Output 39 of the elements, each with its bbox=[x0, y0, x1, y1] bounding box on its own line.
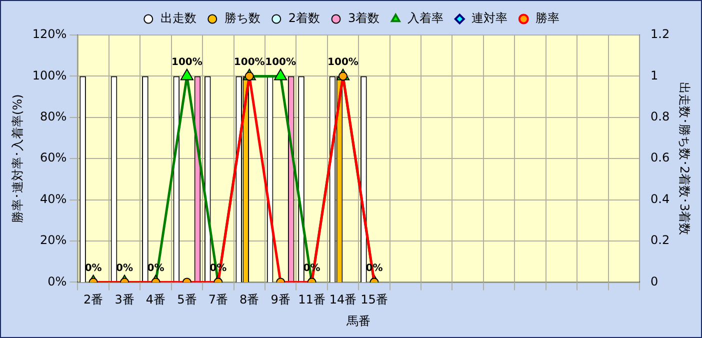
x-tick-label: 7番 bbox=[208, 292, 228, 307]
y2-tick-label: 1.2 bbox=[650, 27, 670, 42]
data-label: 100% bbox=[265, 56, 296, 68]
y-tick-label: 20% bbox=[40, 233, 67, 248]
legend-label: 2着数 bbox=[288, 11, 320, 26]
y-tick-label: 100% bbox=[32, 68, 67, 82]
y-tick-label: 0% bbox=[48, 274, 67, 288]
x-tick-label: 8番 bbox=[240, 292, 260, 307]
x-tick-label: 14番 bbox=[329, 292, 357, 307]
legend-label: 3着数 bbox=[348, 11, 380, 26]
legend-label: 入着率 bbox=[408, 11, 444, 26]
y-axis-title: 勝率･連対率･入着率(%) bbox=[10, 94, 24, 223]
x-tick-label: 5番 bbox=[177, 292, 197, 307]
y-tick-label: 120% bbox=[32, 27, 67, 42]
data-label: 100% bbox=[234, 56, 265, 68]
data-label: 100% bbox=[171, 56, 202, 68]
data-label: 0% bbox=[116, 262, 134, 274]
legend-label: 出走数 bbox=[160, 11, 196, 26]
x-tick-label: 11番 bbox=[298, 292, 326, 307]
y2-tick-label: 0.8 bbox=[650, 110, 670, 124]
x-tick-label: 3番 bbox=[114, 292, 134, 307]
data-label: 100% bbox=[328, 56, 358, 68]
y-tick-label: 80% bbox=[40, 110, 67, 124]
y2-tick-label: 0 bbox=[650, 274, 658, 288]
y2-tick-label: 0.4 bbox=[650, 192, 670, 206]
x-tick-label: 9番 bbox=[270, 292, 290, 307]
legend-label: 勝ち数 bbox=[224, 11, 260, 26]
x-tick-label: 4番 bbox=[146, 292, 166, 307]
y-tick-label: 40% bbox=[40, 192, 67, 206]
x-tick-label: 15番 bbox=[360, 292, 388, 307]
y-tick-label: 60% bbox=[40, 150, 67, 165]
y2-tick-label: 0.6 bbox=[650, 150, 670, 165]
y2-axis-title: 出走数･勝ち数･2着数･3着数 bbox=[678, 82, 692, 236]
x-tick-label: 2番 bbox=[83, 292, 104, 307]
x-axis-title: 馬番 bbox=[346, 314, 371, 328]
y2-tick-label: 0.2 bbox=[650, 233, 670, 248]
y2-tick-label: 1 bbox=[650, 68, 658, 82]
legend-label: 連対率 bbox=[472, 11, 508, 26]
legend-label: 勝率 bbox=[536, 11, 560, 26]
